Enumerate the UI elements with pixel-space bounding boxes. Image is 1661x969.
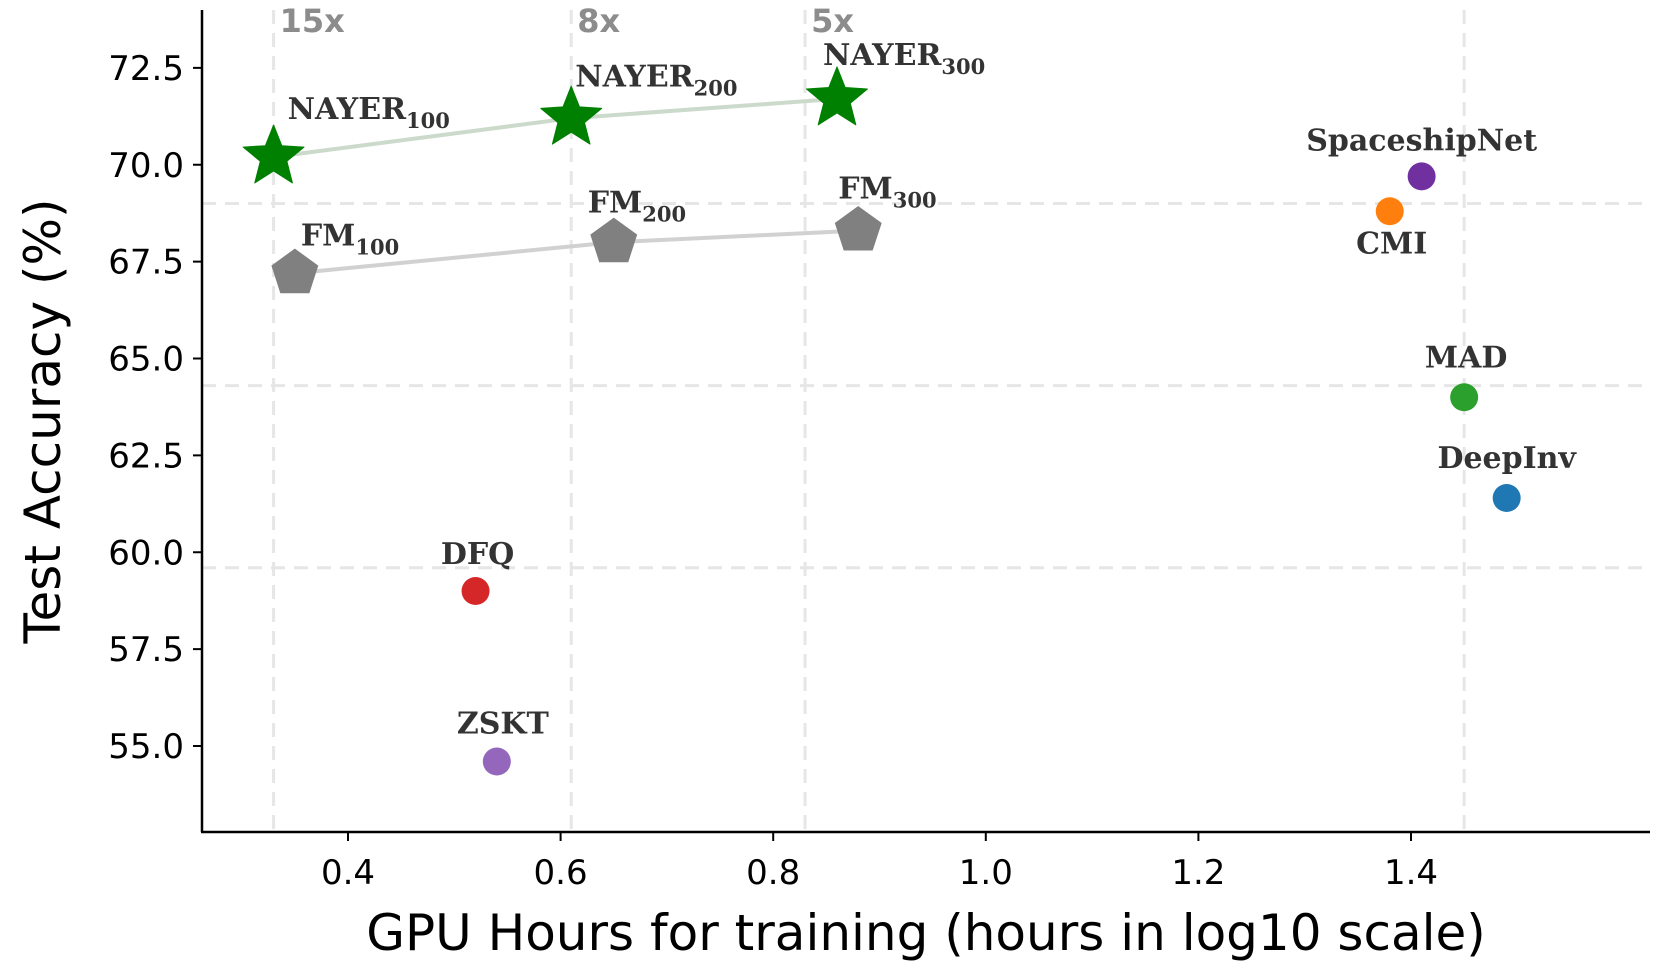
speedup-label-15x: 15x	[280, 2, 346, 40]
point-spaceshipnet	[1407, 162, 1436, 191]
x-tick-label: 1.4	[1384, 853, 1438, 893]
point-nayer200	[540, 85, 603, 145]
label-nayer100: NAYER100	[288, 92, 450, 133]
data-points	[242, 66, 1521, 776]
grid-lines	[202, 10, 1650, 832]
label-fm300: FM300	[838, 172, 936, 213]
x-axis-title: GPU Hours for training (hours in log10 s…	[366, 904, 1486, 962]
x-tick-label: 1.2	[1171, 853, 1225, 893]
point-mad	[1450, 383, 1479, 412]
label-fm100: FM100	[301, 218, 399, 259]
y-tick-label: 72.5	[108, 49, 184, 89]
label-nayer200: NAYER200	[575, 59, 737, 100]
y-tick-label: 70.0	[108, 146, 184, 186]
point-zskt	[482, 747, 511, 776]
x-tick-label: 0.8	[746, 853, 800, 893]
point-nayer100	[242, 124, 305, 184]
point-fm200	[590, 217, 638, 263]
point-deepinv	[1492, 484, 1521, 512]
axis-ticks: 0.4 0.6 0.8 1.0 1.2 1.4 55.0 57.5 60.0 62.5 65.0 67…	[108, 49, 1438, 893]
label-deepinv: DeepInv	[1437, 441, 1577, 476]
label-cmi: CMI	[1356, 226, 1427, 261]
y-tick-label: 65.0	[108, 340, 184, 380]
label-zskt: ZSKT	[457, 707, 550, 742]
y-axis-title: Test Accuracy (%)	[14, 198, 72, 644]
label-mad: MAD	[1425, 340, 1508, 375]
axes	[200, 10, 1650, 834]
label-spaceshipnet: SpaceshipNet	[1306, 123, 1537, 158]
point-cmi	[1375, 197, 1404, 226]
point-labels: 15x 8x 5x NAYER100 NAYER200 NAYER300 FM100 FM20…	[280, 2, 1578, 742]
x-tick-label: 0.4	[321, 853, 375, 893]
label-nayer300: NAYER300	[823, 38, 985, 79]
y-tick-label: 57.5	[108, 630, 184, 670]
speedup-label-5x: 5x	[811, 2, 854, 40]
label-fm200: FM200	[588, 185, 686, 226]
label-dfq: DFQ	[441, 537, 514, 572]
y-tick-label: 60.0	[108, 533, 184, 573]
y-tick-label: 67.5	[108, 243, 184, 283]
point-dfq	[461, 577, 490, 605]
y-tick-label: 62.5	[108, 436, 184, 476]
y-tick-label: 55.0	[108, 727, 184, 767]
point-fm300	[834, 205, 882, 251]
point-nayer300	[806, 66, 868, 126]
speedup-label-8x: 8x	[577, 2, 620, 40]
x-tick-label: 0.6	[534, 853, 588, 893]
point-fm100	[271, 248, 319, 294]
x-tick-label: 1.0	[959, 853, 1013, 893]
